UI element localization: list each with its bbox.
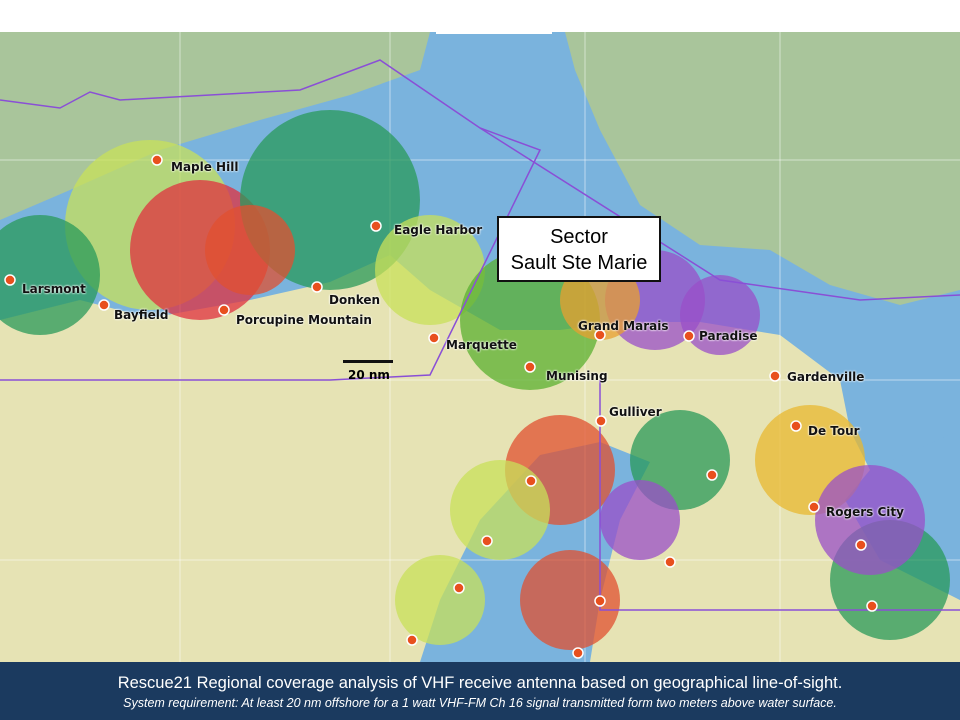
coverage-areas xyxy=(0,110,950,650)
station-marker[interactable] xyxy=(453,582,465,594)
station-marker[interactable] xyxy=(683,330,695,342)
station-marker[interactable] xyxy=(406,634,418,646)
station-label: Rogers City xyxy=(826,505,904,519)
sector-label-line1: Sector xyxy=(550,226,608,248)
station-marker[interactable] xyxy=(594,595,606,607)
station-marker[interactable] xyxy=(855,539,867,551)
station-label: Maple Hill xyxy=(171,160,239,174)
station-marker[interactable] xyxy=(4,274,16,286)
coverage-area xyxy=(450,460,550,560)
station-label: Larsmont xyxy=(22,282,86,296)
scale-bar xyxy=(343,360,393,363)
station-marker[interactable] xyxy=(808,501,820,513)
station-marker[interactable] xyxy=(706,469,718,481)
map-control[interactable] xyxy=(436,28,552,34)
land-north-east xyxy=(565,32,960,305)
sector-label: Sector Sault Ste Marie xyxy=(497,216,661,282)
coverage-area xyxy=(395,555,485,645)
coverage-area xyxy=(680,275,760,355)
coverage-area xyxy=(520,550,620,650)
station-marker[interactable] xyxy=(594,329,606,341)
station-label: Bayfield xyxy=(114,308,169,322)
station-marker[interactable] xyxy=(525,475,537,487)
coverage-area xyxy=(815,465,925,575)
state-boundary xyxy=(599,380,960,611)
station-label: Marquette xyxy=(446,338,517,352)
sector-boundary xyxy=(0,59,542,381)
station-marker[interactable] xyxy=(664,556,676,568)
caption-banner: Rescue21 Regional coverage analysis of V… xyxy=(0,662,960,720)
station-label: Donken xyxy=(329,293,381,307)
station-label: De Tour xyxy=(808,424,860,438)
station-marker[interactable] xyxy=(370,220,382,232)
station-marker[interactable] xyxy=(790,420,802,432)
station-label: Paradise xyxy=(699,329,758,343)
station-markers xyxy=(4,154,878,659)
station-label: Gardenville xyxy=(787,370,865,384)
station-label: Eagle Harbor xyxy=(394,223,483,237)
coverage-area xyxy=(375,215,485,325)
station-marker[interactable] xyxy=(428,332,440,344)
station-marker[interactable] xyxy=(866,600,878,612)
coverage-map[interactable] xyxy=(0,32,960,662)
station-marker[interactable] xyxy=(218,304,230,316)
coverage-area xyxy=(600,480,680,560)
station-marker[interactable] xyxy=(595,415,607,427)
sector-boundary-east xyxy=(479,127,960,301)
station-marker[interactable] xyxy=(311,281,323,293)
station-marker[interactable] xyxy=(481,535,493,547)
station-marker[interactable] xyxy=(151,154,163,166)
sector-label-line2: Sault Ste Marie xyxy=(510,252,648,274)
station-label: Porcupine Mountain xyxy=(236,313,372,327)
station-label: Gulliver xyxy=(609,405,662,419)
station-label: Munising xyxy=(546,369,608,383)
station-marker[interactable] xyxy=(524,361,536,373)
caption-subtitle: System requirement: At least 20 nm offsh… xyxy=(123,696,837,710)
station-marker[interactable] xyxy=(769,370,781,382)
station-marker[interactable] xyxy=(572,647,584,659)
coverage-area xyxy=(0,215,100,335)
station-label: Grand Marais xyxy=(578,319,669,333)
caption-title: Rescue21 Regional coverage analysis of V… xyxy=(117,674,843,692)
scale-bar-label: 20 nm xyxy=(348,368,390,382)
station-marker[interactable] xyxy=(98,299,110,311)
coverage-area xyxy=(205,205,295,295)
